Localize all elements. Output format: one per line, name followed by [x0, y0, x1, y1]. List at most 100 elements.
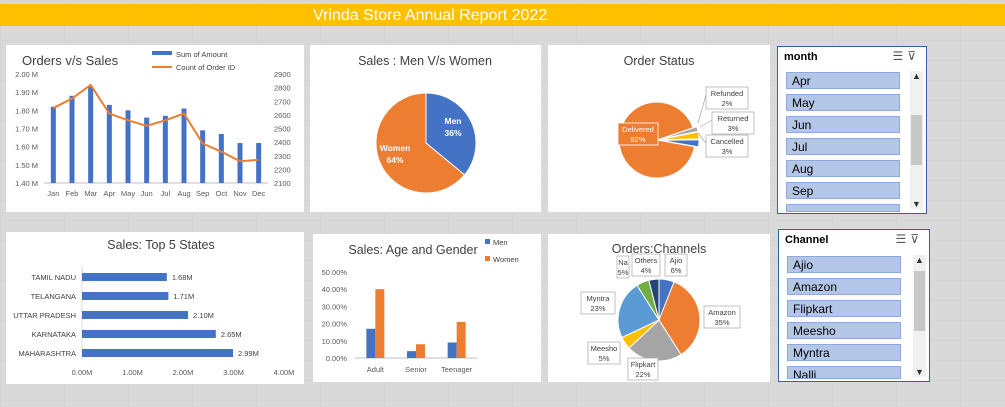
scroll-thumb[interactable]: [911, 115, 922, 165]
chart-title: Orders:Channels: [612, 242, 707, 256]
bar-sum-of-amount: [162, 115, 168, 183]
bar-sum-of-amount: [256, 143, 262, 183]
bar-state-sales: [82, 292, 169, 300]
bar-sum-of-amount: [69, 95, 75, 183]
pie-slice: [658, 281, 701, 356]
data-label-box: [617, 122, 659, 146]
sales-men-women-chart: Sales : Men V/s Women Men 36% Women 64%: [358, 54, 492, 194]
bar-sum-of-amount: [200, 130, 206, 183]
slicer-item-month-partial[interactable]: [786, 204, 900, 212]
data-label-box: [703, 305, 741, 329]
slicer-item-channel[interactable]: Nalli: [787, 366, 901, 379]
bar-men: [366, 328, 376, 358]
top-5-states-panel[interactable]: Sales: Top 5 States 0.00M 1.00M 2.00M 3.00M 4…: [6, 232, 304, 384]
month-slicer[interactable]: month ☰⊽ Apr May Jun Jul Aug Sep ▲ ▼: [777, 46, 927, 214]
chart-title: Sales : Men V/s Women: [358, 54, 492, 68]
scroll-down-icon[interactable]: ▼: [912, 199, 921, 209]
x-axis-tick-label: Oct: [215, 189, 228, 198]
scroll-down-icon[interactable]: ▼: [915, 367, 924, 377]
data-label: 4%: [641, 266, 652, 275]
chart-title: Orders v/s Sales: [22, 53, 119, 68]
scroll-thumb[interactable]: [914, 271, 925, 331]
bar-women: [456, 321, 466, 358]
bar-sum-of-amount: [144, 117, 150, 183]
slicer-item-month[interactable]: Jul: [786, 138, 900, 155]
x-axis-tick-label: Jan: [47, 189, 59, 198]
data-label: 23%: [590, 304, 605, 313]
slicer-item-month[interactable]: Apr: [786, 72, 900, 89]
y2-axis-tick-label: 2400: [274, 138, 291, 147]
slicer-item-channel[interactable]: Meesho: [787, 322, 901, 339]
y-axis-tick-label: 1.70 M: [15, 125, 38, 134]
y2-axis-tick-label: 2800: [274, 84, 291, 93]
x-axis-tick-label: 2.00M: [173, 368, 194, 377]
slicer-item-month[interactable]: Jun: [786, 116, 900, 133]
clear-filter-icon[interactable]: ⊽: [910, 232, 923, 246]
scroll-up-icon[interactable]: ▲: [915, 255, 924, 265]
pie-slice: [375, 92, 466, 194]
scroll-up-icon[interactable]: ▲: [912, 71, 921, 81]
channel-slicer[interactable]: Channel ☰⊽ Ajio Amazon Flipkart Meesho M…: [778, 229, 930, 382]
y-axis-tick-label: 1.80 M: [15, 106, 38, 115]
bar-sum-of-amount: [106, 104, 112, 183]
bar-sum-of-amount: [181, 108, 187, 183]
bar-men: [447, 342, 457, 358]
x-axis-tick-label: Jun: [141, 189, 153, 198]
multi-select-icon[interactable]: ☰: [892, 49, 908, 63]
y2-axis-tick-label: 2200: [274, 165, 291, 174]
chart-title: Sales: Age and Gender: [348, 243, 477, 257]
x-axis-tick-label: May: [121, 189, 135, 198]
data-label-box: [705, 86, 749, 110]
x-axis-tick-label: Jul: [161, 189, 171, 198]
x-axis-tick-label: 4.00M: [274, 368, 295, 377]
slicer-item-channel[interactable]: Flipkart: [787, 300, 901, 317]
chart-title: Sales: Top 5 States: [107, 238, 214, 252]
data-label: 5%: [618, 268, 629, 277]
legend-label: Women: [493, 255, 519, 264]
data-label: 36%: [444, 128, 461, 138]
legend-label: Men: [493, 238, 508, 247]
month-slicer-scrollbar[interactable]: ▲ ▼: [910, 71, 923, 209]
slicer-item-channel[interactable]: Ajio: [787, 256, 901, 273]
sales-men-women-panel[interactable]: Sales : Men V/s Women Men 36% Women 64%: [310, 45, 541, 212]
data-label: Amazon: [708, 308, 736, 317]
y-axis-tick-label: 2.00 M: [15, 70, 38, 79]
x-axis-tick-label: Mar: [84, 189, 97, 198]
data-label-box: [664, 253, 688, 277]
data-label-box: [580, 291, 616, 315]
bar-state-sales: [82, 349, 233, 357]
data-label: Na: [618, 258, 628, 267]
y-axis-tick-label: 20.00%: [322, 320, 348, 329]
orders-channels-panel[interactable]: Orders:Channels Ajio 6% Amazon 35% Flipkart 22…: [548, 234, 770, 382]
orders-vs-sales-panel[interactable]: Orders v/s Sales Sum of Amount Count of Or…: [6, 45, 304, 212]
slicer-item-month[interactable]: Aug: [786, 160, 900, 177]
data-label: 6%: [671, 266, 682, 275]
age-gender-panel[interactable]: Sales: Age and Gender Men Women 0.00% 10.00%…: [313, 234, 541, 382]
chart-title: Order Status: [624, 54, 695, 68]
pie-slice: [617, 284, 660, 339]
x-axis-tick-label: Nov: [233, 189, 247, 198]
bar-women: [375, 289, 385, 358]
pie-slice: [425, 92, 477, 176]
slicer-item-month[interactable]: May: [786, 94, 900, 111]
slicer-item-month[interactable]: Sep: [786, 182, 900, 199]
slicer-item-channel[interactable]: Amazon: [787, 278, 901, 295]
slicer-item-channel[interactable]: Myntra: [787, 344, 901, 361]
y2-axis-tick-label: 2900: [274, 70, 291, 79]
x-axis-tick-label: 0.00M: [72, 368, 93, 377]
x-axis-tick-label: Sep: [196, 189, 209, 198]
order-status-panel[interactable]: Order Status Delivered 92% Refunded 2% Return…: [548, 45, 770, 212]
pie-slice: [660, 131, 700, 141]
pie-slice: [648, 278, 660, 321]
x-axis-tick-label: Dec: [252, 189, 266, 198]
y2-axis-tick-label: 2300: [274, 152, 291, 161]
clear-filter-icon[interactable]: ⊽: [907, 49, 920, 63]
channel-slicer-scrollbar[interactable]: ▲ ▼: [913, 255, 926, 377]
multi-select-icon[interactable]: ☰: [895, 232, 911, 246]
y2-axis-tick-label: 2500: [274, 125, 291, 134]
leader-line: [699, 119, 713, 128]
data-label: 2%: [722, 99, 733, 108]
data-label: 64%: [386, 155, 403, 165]
y-axis-tick-label: MAHARASHTRA: [18, 349, 76, 358]
report-title: Vrinda Store Annual Report 2022: [313, 7, 548, 24]
